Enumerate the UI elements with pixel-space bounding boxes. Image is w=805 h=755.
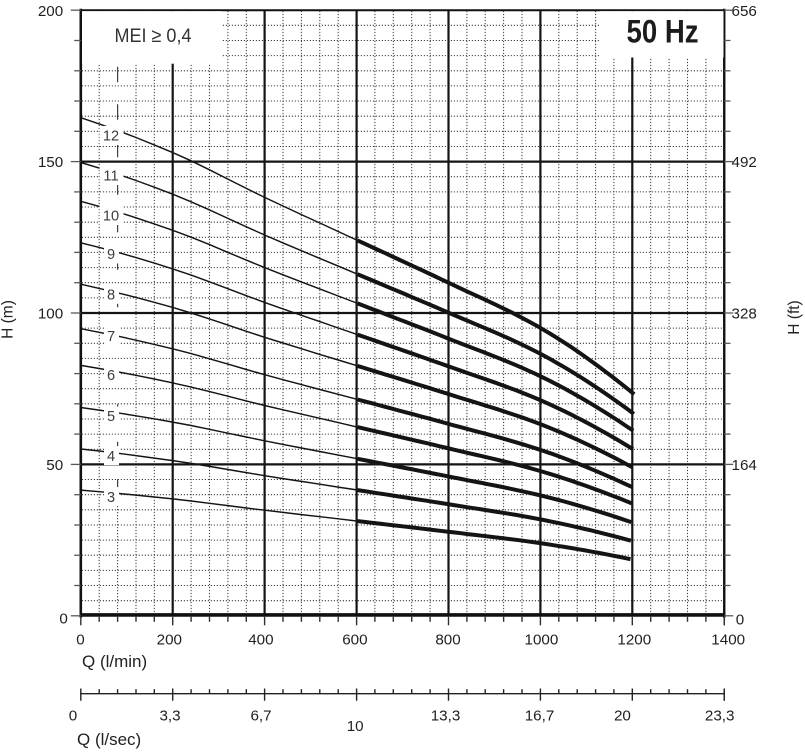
svg-text:16,7: 16,7 xyxy=(525,708,555,725)
svg-text:Q (l/sec): Q (l/sec) xyxy=(77,730,141,749)
svg-text:100: 100 xyxy=(38,306,63,323)
svg-text:164: 164 xyxy=(732,457,757,474)
svg-text:0: 0 xyxy=(76,631,84,648)
svg-text:13,3: 13,3 xyxy=(431,708,461,725)
svg-text:1000: 1000 xyxy=(525,631,559,648)
svg-text:H (ft): H (ft) xyxy=(786,300,803,334)
svg-text:6: 6 xyxy=(107,368,115,384)
svg-text:H (m): H (m) xyxy=(0,300,16,339)
svg-text:20: 20 xyxy=(614,708,631,725)
svg-text:6,7: 6,7 xyxy=(250,708,271,725)
svg-text:5: 5 xyxy=(107,409,115,425)
svg-text:23,3: 23,3 xyxy=(705,708,735,725)
svg-text:10: 10 xyxy=(347,718,364,735)
svg-text:1200: 1200 xyxy=(617,631,651,648)
svg-text:800: 800 xyxy=(435,631,460,648)
svg-text:200: 200 xyxy=(38,3,63,20)
svg-text:0: 0 xyxy=(69,708,77,725)
svg-text:MEI ≥ 0,4: MEI ≥ 0,4 xyxy=(115,25,192,47)
svg-text:0: 0 xyxy=(59,611,67,628)
svg-text:11: 11 xyxy=(103,169,118,185)
svg-text:328: 328 xyxy=(732,306,757,323)
svg-text:3,3: 3,3 xyxy=(159,708,180,725)
svg-text:7: 7 xyxy=(107,329,115,345)
svg-text:150: 150 xyxy=(38,154,63,171)
svg-text:1400: 1400 xyxy=(711,631,745,648)
svg-text:600: 600 xyxy=(342,631,367,648)
svg-text:50: 50 xyxy=(46,457,63,474)
svg-text:0: 0 xyxy=(736,611,744,628)
svg-text:9: 9 xyxy=(107,247,115,263)
svg-text:8: 8 xyxy=(107,288,115,304)
svg-text:4: 4 xyxy=(107,449,115,465)
svg-text:Q (l/min): Q (l/min) xyxy=(82,652,147,671)
svg-text:3: 3 xyxy=(107,490,115,506)
svg-text:400: 400 xyxy=(248,631,273,648)
svg-text:656: 656 xyxy=(732,3,757,20)
svg-text:12: 12 xyxy=(103,129,119,145)
svg-text:10: 10 xyxy=(103,209,119,225)
svg-text:50 Hz: 50 Hz xyxy=(627,13,699,49)
svg-text:492: 492 xyxy=(732,154,757,171)
svg-text:200: 200 xyxy=(157,631,182,648)
